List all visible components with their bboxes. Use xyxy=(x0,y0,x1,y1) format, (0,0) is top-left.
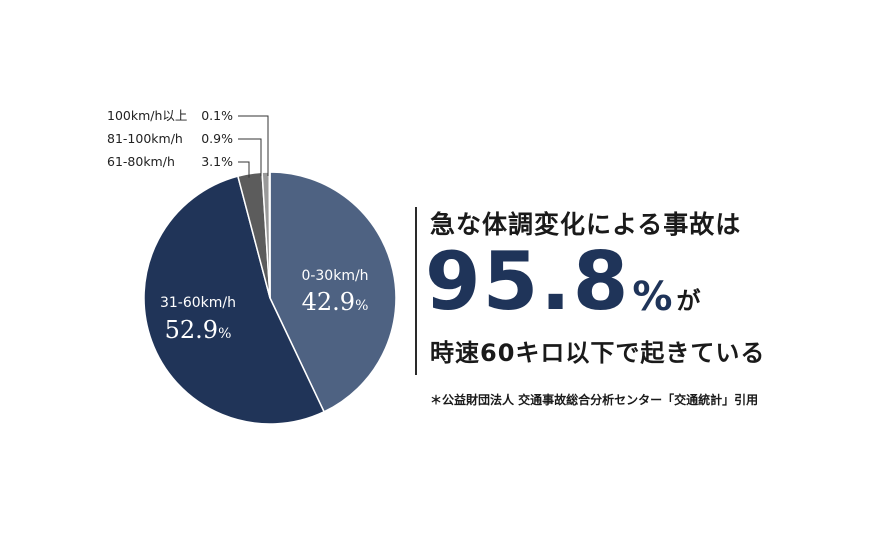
source-note: ＊公益財団法人 交通事故総合分析センター「交通統計」引用 xyxy=(430,393,759,407)
big-stat: 95.8% が xyxy=(425,237,700,327)
leader-line-100km-h xyxy=(238,115,269,177)
slice-label-100km-h: 100km/h以上 xyxy=(107,108,187,123)
slice-label-0-30km-h: 0-30km/h xyxy=(301,268,368,284)
pie-labels: 0-30km/h 42.9% 31-60km/h 52.9% 3.1% 61-80km/h… xyxy=(107,108,369,344)
big-stat-suffix: が xyxy=(676,287,701,315)
info-accent-bar xyxy=(415,207,417,375)
pie-slices xyxy=(143,171,397,425)
slice-label-61-80km-h: 61-80km/h xyxy=(107,154,175,169)
pie-slice-100km-h xyxy=(268,171,271,299)
big-stat-unit: % xyxy=(632,274,673,320)
headline: 急な体調変化による事故は xyxy=(430,210,742,239)
big-stat-number: 95.8 xyxy=(425,235,631,328)
slice-label-81-100km-h: 81-100km/h xyxy=(107,131,183,146)
leader-line-61-80km-h xyxy=(238,161,250,178)
pie-slice-0-30km-h xyxy=(269,171,397,413)
pie-slice-31-60km-h xyxy=(143,175,326,425)
pie-leader-lines xyxy=(238,115,269,178)
slice-label-31-60km-h: 31-60km/h xyxy=(160,295,236,311)
slice-value-81-100km-h: 0.9% xyxy=(201,131,233,146)
slice-value-0-30km-h: 42.9% xyxy=(302,288,369,316)
subline: 時速60キロ以下で起きている xyxy=(430,339,766,367)
slice-value-100km-h: 0.1% xyxy=(201,108,233,123)
leader-line-81-100km-h xyxy=(238,138,262,177)
slice-value-31-60km-h: 52.9% xyxy=(165,316,232,344)
slice-value-61-80km-h: 3.1% xyxy=(201,154,233,169)
